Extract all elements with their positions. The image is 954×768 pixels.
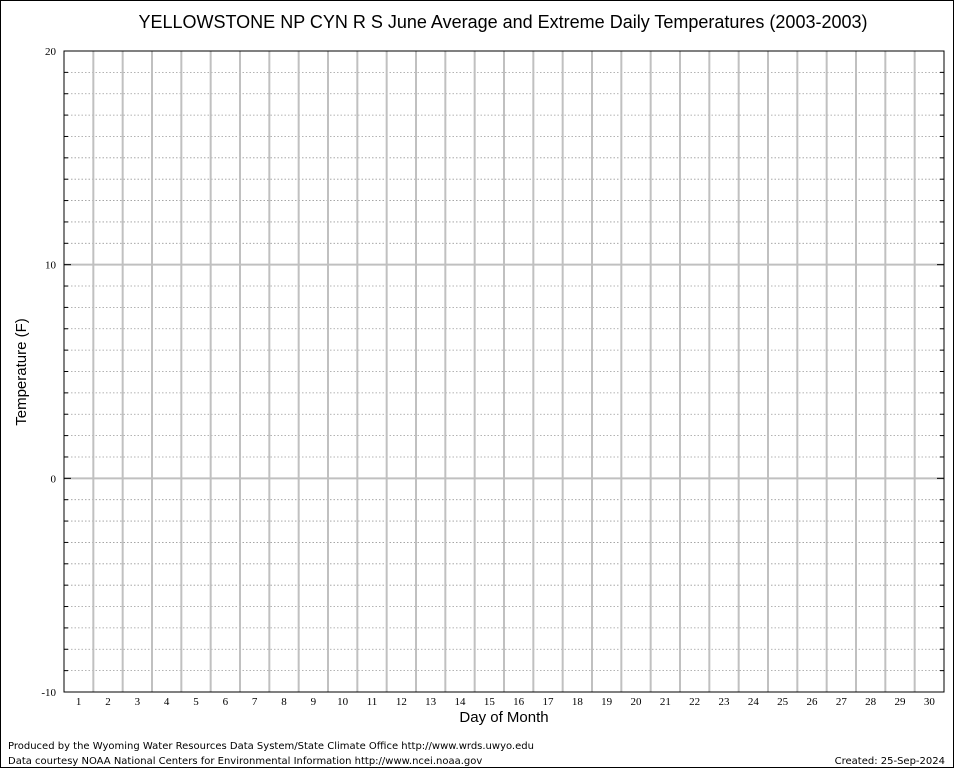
x-tick-label: 28: [865, 696, 877, 708]
y-tick-label: 20: [45, 46, 57, 58]
x-tick-label: 13: [425, 696, 437, 708]
y-tick-label: 10: [45, 260, 57, 272]
x-tick-label: 17: [543, 696, 555, 708]
major-gridlines: [64, 51, 944, 692]
x-tick-label: 27: [836, 696, 848, 708]
x-tick-label: 11: [367, 696, 378, 708]
x-tick-label: 15: [484, 696, 496, 708]
x-tick-label: 5: [193, 696, 199, 708]
x-tick-label: 24: [748, 696, 760, 708]
x-tick-label: 18: [572, 696, 584, 708]
footer-producer-text: Produced by the Wyoming Water Resources …: [8, 741, 534, 752]
x-tick-label: 30: [924, 696, 936, 708]
x-tick-label: 22: [689, 696, 700, 708]
chart-title: YELLOWSTONE NP CYN R S June Average and …: [138, 12, 867, 32]
x-tick-label: 16: [513, 696, 525, 708]
x-tick-label: 10: [337, 696, 349, 708]
y-tick-label: -10: [41, 687, 56, 699]
x-tick-label: 14: [455, 696, 467, 708]
x-tick-label: 8: [281, 696, 287, 708]
y-tick-label: 0: [51, 473, 57, 485]
y-axis: -10 0 10 20: [41, 46, 944, 699]
x-axis-label: Day of Month: [459, 709, 548, 726]
x-tick-label: 6: [223, 696, 229, 708]
x-tick-label: 7: [252, 696, 258, 708]
x-tick-label: 25: [777, 696, 789, 708]
x-tick-label: 4: [164, 696, 170, 708]
x-tick-label: 12: [396, 696, 407, 708]
x-tick-label: 2: [105, 696, 111, 708]
x-tick-label: 21: [660, 696, 671, 708]
x-tick-label: 20: [631, 696, 643, 708]
x-tick-label: 1: [76, 696, 82, 708]
x-axis: 1 2 3 4 5 6 7 8 9 10 11 12 13 14 15 16 17 18 19 20 21 22 23 24 2…: [76, 696, 935, 708]
footer-created-text: Created: 25-Sep-2024: [835, 756, 945, 767]
x-tick-label: 3: [135, 696, 141, 708]
y-axis-label: Temperature (F): [13, 318, 30, 426]
x-tick-label: 23: [719, 696, 731, 708]
x-tick-label: 29: [895, 696, 907, 708]
footer-data-source-text: Data courtesy NOAA National Centers for …: [8, 756, 482, 767]
x-tick-label: 26: [807, 696, 819, 708]
x-tick-label: 19: [601, 696, 613, 708]
x-tick-label: 9: [311, 696, 317, 708]
